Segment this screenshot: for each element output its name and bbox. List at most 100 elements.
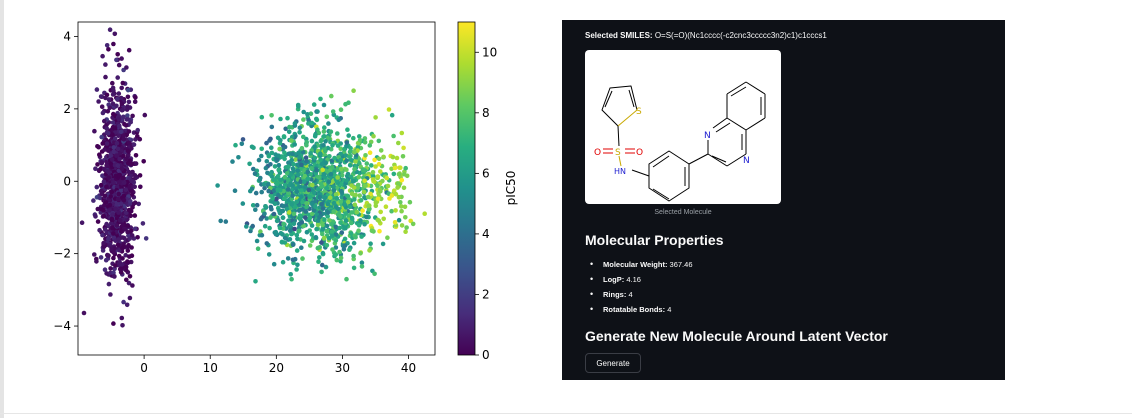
scatter-point [357, 193, 363, 198]
scatter-point [351, 135, 356, 141]
scatter-point [126, 129, 132, 134]
scatter-point [274, 181, 280, 187]
scatter-point [94, 87, 100, 92]
scatter-point [378, 148, 384, 153]
scatter-point [398, 200, 403, 205]
scatter-point [368, 241, 373, 246]
scatter-point [314, 116, 319, 122]
scatter-point [126, 99, 132, 105]
scatter-point [297, 155, 302, 160]
scatter-point [288, 272, 293, 277]
molecule-caption: Selected Molecule [654, 209, 712, 216]
scatter-point [399, 208, 404, 214]
scatter-point [365, 194, 371, 200]
scatter-point [331, 187, 337, 193]
scatter-point [116, 237, 121, 242]
scatter-point [318, 151, 323, 156]
scatter-point [362, 140, 368, 145]
y-tick-label: 4 [63, 29, 71, 43]
scatter-point [390, 154, 396, 160]
scatter-point [370, 177, 376, 182]
scatter-point [136, 201, 141, 207]
scatter-point [376, 218, 382, 223]
scatter-point [111, 41, 116, 47]
scatter-point [321, 171, 327, 177]
scatter-point [377, 228, 382, 234]
property-label: Rings: [603, 290, 627, 299]
scatter-point [293, 157, 298, 162]
scatter-point [240, 201, 246, 206]
scatter-point [100, 141, 105, 146]
generate-button[interactable]: Generate [585, 353, 641, 373]
scatter-point [100, 110, 106, 116]
scatter-point [348, 231, 354, 236]
scatter-point [104, 184, 109, 189]
scatter-point [132, 99, 138, 104]
scatter-point [339, 230, 345, 235]
scatter-point [289, 202, 294, 207]
scatter-point [368, 139, 374, 145]
scatter-point [115, 242, 121, 247]
scatter-point [295, 236, 300, 242]
scatter-point [111, 321, 116, 326]
scatter-point [347, 204, 353, 210]
scatter-point [394, 155, 400, 161]
scatter-point [278, 231, 284, 236]
scatter-point [278, 177, 283, 183]
scatter-point [276, 193, 281, 198]
scatter-point [304, 204, 310, 209]
scatter-point [98, 188, 104, 194]
scatter-point [132, 226, 138, 232]
scatter-point [290, 193, 295, 198]
atom-pyrazine-n2: N [743, 156, 750, 166]
scatter-point [108, 153, 114, 158]
scatter-point [120, 80, 126, 86]
scatter-point [300, 256, 305, 261]
scatter-point [272, 164, 278, 169]
scatter-point [100, 53, 105, 59]
scatter-point [127, 274, 133, 279]
scatter-point [300, 207, 305, 212]
scatter-point [396, 171, 402, 177]
colorbar-tick-label: 4 [482, 227, 490, 241]
scatter-point [115, 75, 120, 80]
scatter-point [347, 163, 353, 168]
selected-smiles: Selected SMILES: O=S(=O)(Nc1cccc(-c2cnc3… [585, 31, 827, 40]
scatter-point [304, 158, 309, 164]
scatter-point [301, 134, 306, 140]
scatter-point [333, 238, 339, 243]
scatter-point [376, 156, 382, 162]
scatter-point [352, 197, 357, 202]
scatter-point [133, 95, 138, 100]
scatter-point [323, 195, 328, 201]
scatter-point [391, 133, 396, 139]
scatter-point [332, 172, 337, 178]
scatter-point [106, 175, 111, 180]
scatter-point [297, 184, 303, 190]
scatter-point [105, 148, 111, 153]
scatter-point [324, 114, 330, 120]
scatter-point [318, 138, 324, 144]
scatter-point [109, 246, 114, 251]
scatter-point [123, 264, 129, 270]
scatter-point [253, 279, 258, 284]
scatter-point [107, 105, 113, 111]
scatter-point [298, 179, 304, 184]
scatter-point [124, 107, 130, 112]
scatter-point [333, 192, 339, 197]
scatter-point [339, 189, 344, 194]
scatter-point [396, 194, 402, 200]
scatter-point [121, 133, 126, 138]
scatter-point [327, 218, 332, 223]
scatter-point [367, 150, 373, 155]
scatter-point [115, 146, 121, 152]
scatter-point [121, 197, 127, 203]
scatter-point [108, 292, 113, 297]
x-tick-label: 10 [203, 361, 218, 375]
scatter-point [262, 211, 267, 217]
scatter-point [223, 219, 229, 224]
scatter-point [129, 188, 134, 193]
property-item: Rotatable Bonds: 4 [589, 304, 693, 320]
scatter-point [285, 256, 291, 261]
scatter-point [327, 195, 333, 200]
